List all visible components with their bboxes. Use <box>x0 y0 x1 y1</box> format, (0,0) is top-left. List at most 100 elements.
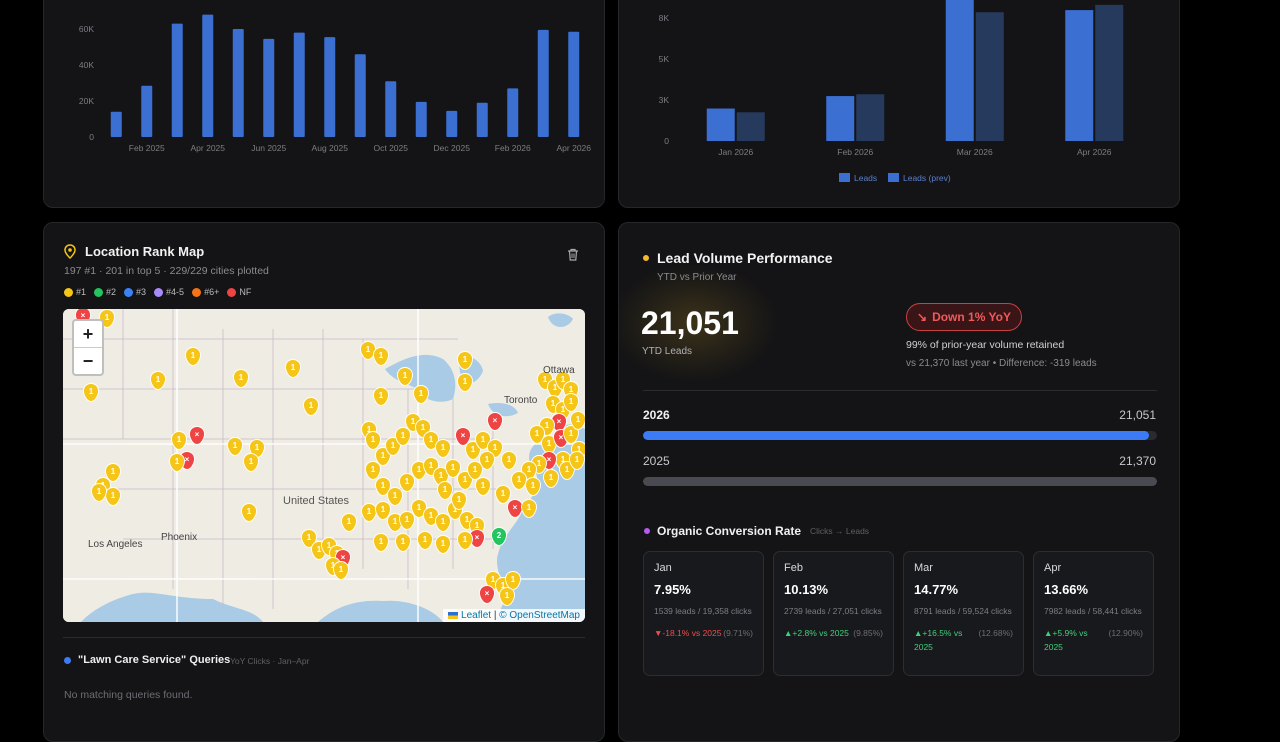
bar[interactable] <box>171 23 183 137</box>
nf-marker[interactable]: × <box>455 427 471 446</box>
rank1-marker[interactable]: 1 <box>541 435 557 454</box>
rank1-marker[interactable]: 1 <box>395 533 411 552</box>
bar[interactable] <box>507 88 519 137</box>
bar[interactable] <box>141 85 153 137</box>
bar[interactable] <box>415 101 427 137</box>
rank1-marker[interactable]: 1 <box>375 477 391 496</box>
rank1-marker[interactable]: 1 <box>475 477 491 496</box>
rank1-marker[interactable]: 1 <box>91 483 107 502</box>
rank1-marker[interactable]: 1 <box>303 397 319 416</box>
nf-marker[interactable]: × <box>507 499 523 518</box>
rank1-marker[interactable]: 1 <box>399 473 415 492</box>
rank1-marker[interactable]: 1 <box>341 513 357 532</box>
rank1-marker[interactable]: 1 <box>285 359 301 378</box>
rank1-marker[interactable]: 1 <box>413 385 429 404</box>
rank1-marker[interactable]: 1 <box>563 425 579 444</box>
bar[interactable] <box>945 0 974 141</box>
rank1-marker[interactable]: 1 <box>479 451 495 470</box>
trash-icon[interactable] <box>567 248 579 261</box>
rank1-marker[interactable]: 1 <box>437 481 453 500</box>
rank1-marker[interactable]: 1 <box>435 535 451 554</box>
rank1-marker[interactable]: 1 <box>373 387 389 406</box>
rank1-marker[interactable]: 1 <box>397 367 413 386</box>
rank1-marker[interactable]: 1 <box>495 485 511 504</box>
bar[interactable] <box>826 96 855 141</box>
rank1-marker[interactable]: 1 <box>387 487 403 506</box>
bar[interactable] <box>856 94 885 141</box>
rank1-marker[interactable]: 1 <box>570 411 586 430</box>
rank1-marker[interactable]: 1 <box>375 501 391 520</box>
bar[interactable] <box>324 37 336 137</box>
bar[interactable] <box>446 110 458 137</box>
rank1-marker[interactable]: 1 <box>365 461 381 480</box>
rank1-marker[interactable]: 1 <box>227 437 243 456</box>
bar[interactable] <box>110 111 122 137</box>
rank1-marker[interactable]: 1 <box>233 369 249 388</box>
rank1-marker[interactable]: 1 <box>417 531 433 550</box>
rank1-marker[interactable]: 1 <box>243 453 259 472</box>
bar[interactable] <box>354 54 366 137</box>
rank1-marker[interactable]: 1 <box>433 467 449 486</box>
bar[interactable] <box>263 38 275 137</box>
rank1-marker[interactable]: 1 <box>543 469 559 488</box>
rank1-marker[interactable]: 1 <box>333 561 349 580</box>
bar[interactable] <box>706 108 735 141</box>
bar[interactable] <box>568 31 580 138</box>
rank1-marker[interactable]: 1 <box>83 383 99 402</box>
rank2-marker[interactable]: 2 <box>491 527 507 546</box>
rank1-marker[interactable]: 1 <box>185 347 201 366</box>
rank1-marker[interactable]: 1 <box>373 347 389 366</box>
rank1-marker[interactable]: 1 <box>150 371 166 390</box>
rank1-marker[interactable]: 1 <box>451 491 467 510</box>
rank1-marker[interactable]: 1 <box>525 477 541 496</box>
rank1-marker[interactable]: 1 <box>521 499 537 518</box>
rank1-marker[interactable]: 1 <box>457 351 473 370</box>
osm-link[interactable]: © OpenStreetMap <box>499 610 580 621</box>
rank1-marker[interactable]: 1 <box>559 461 575 480</box>
nf-marker[interactable]: × <box>487 412 503 431</box>
bar[interactable] <box>537 29 549 137</box>
location-map[interactable]: ×1111111111111111××1×111111111111111111×… <box>63 309 585 622</box>
bar[interactable] <box>975 12 1004 142</box>
rank1-marker[interactable]: 1 <box>465 441 481 460</box>
rank1-marker[interactable]: 1 <box>499 587 515 606</box>
rank1-marker[interactable]: 1 <box>169 453 185 472</box>
rank1-marker[interactable]: 1 <box>511 471 527 490</box>
bar[interactable] <box>1095 4 1124 141</box>
rank1-marker[interactable]: 1 <box>249 439 265 458</box>
rank1-marker[interactable]: 1 <box>365 431 381 450</box>
bar[interactable] <box>1065 10 1094 141</box>
zoom-in-button[interactable]: + <box>74 321 102 348</box>
rank1-marker[interactable]: 1 <box>435 439 451 458</box>
rank1-marker[interactable]: 1 <box>501 451 517 470</box>
bar[interactable] <box>385 81 397 137</box>
rank1-marker[interactable]: 1 <box>505 571 521 590</box>
rank1-marker[interactable]: 1 <box>395 427 411 446</box>
rank1-marker[interactable]: 1 <box>569 451 585 470</box>
leaflet-link[interactable]: Leaflet <box>461 610 492 621</box>
rank1-marker[interactable]: 1 <box>301 529 317 548</box>
nf-marker[interactable]: × <box>479 585 495 604</box>
rank1-marker[interactable]: 1 <box>375 447 391 466</box>
rank1-marker[interactable]: 1 <box>445 459 461 478</box>
bar[interactable] <box>202 14 214 138</box>
bar[interactable] <box>736 112 765 141</box>
rank1-marker[interactable]: 1 <box>385 437 401 456</box>
rank1-marker[interactable]: 1 <box>105 487 121 506</box>
rank1-marker[interactable]: 1 <box>467 461 483 480</box>
nf-marker[interactable]: × <box>189 426 205 445</box>
rank1-marker[interactable]: 1 <box>361 503 377 522</box>
rank1-marker[interactable]: 1 <box>457 471 473 490</box>
rank1-marker[interactable]: 1 <box>241 503 257 522</box>
rank1-marker[interactable]: 1 <box>105 463 121 482</box>
rank1-marker[interactable]: 1 <box>435 513 451 532</box>
rank1-marker[interactable]: 1 <box>373 533 389 552</box>
rank1-marker[interactable]: 1 <box>457 531 473 550</box>
bar[interactable] <box>232 29 244 137</box>
rank1-marker[interactable]: 1 <box>529 425 545 444</box>
bar[interactable] <box>476 102 488 137</box>
rank1-marker[interactable]: 1 <box>171 431 187 450</box>
rank1-marker[interactable]: 1 <box>563 393 579 412</box>
rank1-marker[interactable]: 1 <box>457 373 473 392</box>
zoom-out-button[interactable]: − <box>82 351 94 371</box>
